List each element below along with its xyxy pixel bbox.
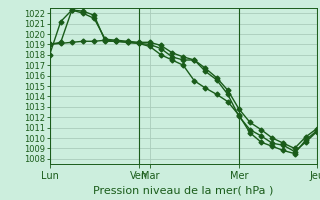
X-axis label: Pression niveau de la mer( hPa ): Pression niveau de la mer( hPa ) bbox=[93, 185, 273, 195]
